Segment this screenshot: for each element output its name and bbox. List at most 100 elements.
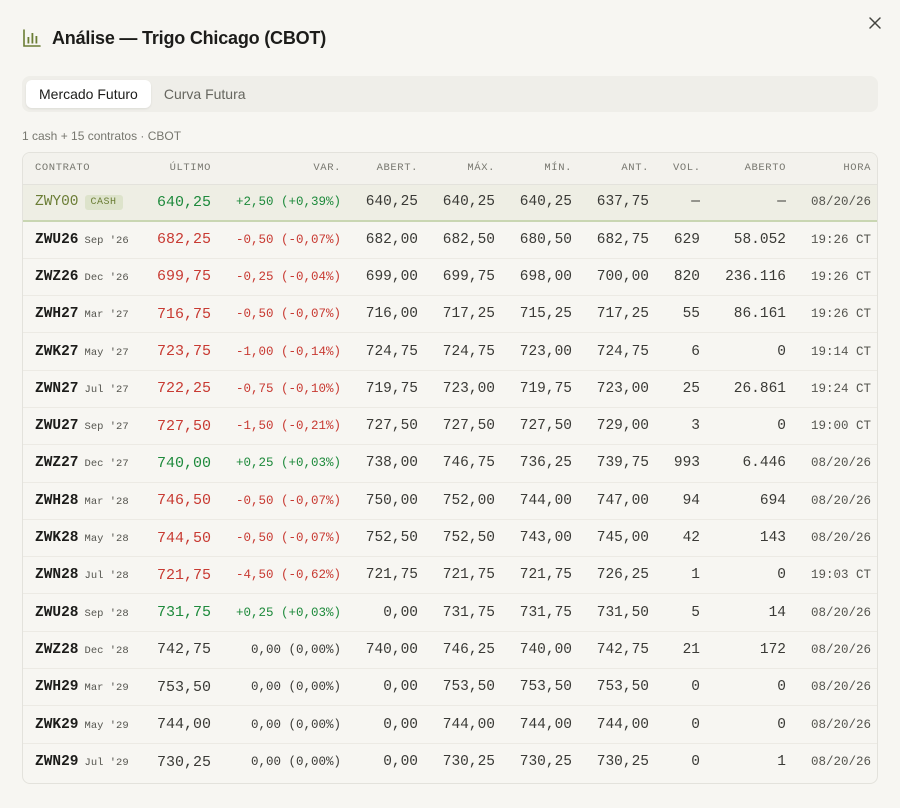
- table-row[interactable]: ZWN27 Jul '27 722,25 -0,75 (-0,10%) 719,75 72…: [23, 370, 877, 408]
- table-row[interactable]: ZWZ26 Dec '26 699,75 -0,25 (-0,04%) 699,00 69…: [23, 258, 877, 297]
- cell-contract: ZWH27 Mar '27: [23, 295, 141, 334]
- cell-high: 717,25: [430, 295, 507, 334]
- cell-low: 719,75: [507, 370, 584, 408]
- cell-change: +0,25 (+0,03%): [223, 593, 353, 632]
- tab-mercado-futuro[interactable]: Mercado Futuro: [26, 80, 151, 108]
- cell-prev: 747,00: [584, 482, 661, 520]
- cell-change: 0,00 (0,00%): [223, 705, 353, 744]
- table-row[interactable]: ZWN29 Jul '29 730,25 0,00 (0,00%) 0,00 730,25…: [23, 743, 877, 780]
- col-header-hora[interactable]: HORA: [798, 153, 877, 185]
- cell-contract: ZWK28 May '28: [23, 519, 141, 558]
- contract-month: May '27: [84, 346, 129, 359]
- cell-volume: 0: [661, 668, 712, 707]
- table-row[interactable]: ZWN28 Jul '28 721,75 -4,50 (-0,62%) 721,75 72…: [23, 556, 877, 595]
- cell-open-interest: 86.161: [712, 295, 798, 334]
- cell-open: 699,00: [353, 258, 430, 297]
- tab-curva-futura[interactable]: Curva Futura: [163, 86, 246, 102]
- cell-high: 682,50: [430, 221, 507, 259]
- cell-time: 19:03 CT: [798, 556, 877, 595]
- contract-month: Sep '28: [84, 607, 129, 620]
- cell-open-interest: 694: [712, 482, 798, 520]
- cell-low: 744,00: [507, 482, 584, 520]
- contract-code: ZWK27: [35, 343, 79, 360]
- cell-contract: ZWZ26 Dec '26: [23, 258, 141, 297]
- cell-contract: ZWU28 Sep '28: [23, 593, 141, 632]
- table-row[interactable]: ZWZ28 Dec '28 742,75 0,00 (0,00%) 740,00 746,…: [23, 631, 877, 670]
- cell-contract: ZWZ27 Dec '27: [23, 444, 141, 483]
- cell-contract: ZWN27 Jul '27: [23, 370, 141, 408]
- cell-high: 752,00: [430, 482, 507, 520]
- cell-time: 08/20/26: [798, 444, 877, 483]
- cell-last: 699,75: [141, 258, 223, 297]
- cell-low: 680,50: [507, 221, 584, 259]
- cell-open: 724,75: [353, 332, 430, 371]
- contract-code: ZWZ28: [35, 641, 79, 658]
- cell-prev: 682,75: [584, 221, 661, 259]
- table-row[interactable]: ZWK29 May '29 744,00 0,00 (0,00%) 0,00 744,00…: [23, 705, 877, 744]
- contract-code: ZWU26: [35, 231, 79, 248]
- cell-open: 750,00: [353, 482, 430, 520]
- col-header-contrato[interactable]: CONTRATO: [23, 153, 141, 185]
- table-row[interactable]: ZWZ27 Dec '27 740,00 +0,25 (+0,03%) 738,00 74…: [23, 444, 877, 483]
- col-header-ant[interactable]: ANT.: [584, 153, 661, 185]
- contract-month: May '28: [84, 533, 129, 546]
- contract-month: Mar '29: [84, 682, 129, 695]
- table-row[interactable]: ZWU26 Sep '26 682,25 -0,50 (-0,07%) 682,00 68…: [23, 221, 877, 259]
- contract-month: Sep '27: [84, 421, 129, 434]
- close-icon: [869, 17, 881, 29]
- col-header-vol[interactable]: VOL.: [661, 153, 712, 185]
- cell-volume: 0: [661, 705, 712, 744]
- table-row[interactable]: ZWH29 Mar '29 753,50 0,00 (0,00%) 0,00 753,50…: [23, 668, 877, 707]
- cell-time: 19:14 CT: [798, 332, 877, 371]
- cell-prev: 739,75: [584, 444, 661, 483]
- modal-title: Análise — Trigo Chicago (CBOT): [52, 27, 327, 48]
- contract-month: Jul '28: [84, 570, 129, 583]
- col-header-aberto[interactable]: ABERTO: [712, 153, 798, 185]
- cell-volume: 993: [661, 444, 712, 483]
- cell-open: 0,00: [353, 593, 430, 632]
- cell-prev: 745,00: [584, 519, 661, 558]
- contract-code: ZWN29: [35, 754, 79, 771]
- cell-prev: 730,25: [596, 754, 649, 771]
- cell-open: 640,25: [353, 184, 430, 222]
- cell-high: 731,75: [430, 593, 507, 632]
- col-header-var[interactable]: VAR.: [223, 153, 353, 185]
- table-row[interactable]: ZWK28 May '28 744,50 -0,50 (-0,07%) 752,50 75…: [23, 519, 877, 558]
- cell-time: 08/20/26: [798, 593, 877, 632]
- cell-open-interest: 6.446: [712, 444, 798, 483]
- table-row-cash[interactable]: ZWY00 CASH 640,25 +2,50 (+0,39%) 640,25 640,2…: [23, 184, 877, 222]
- table-row[interactable]: ZWU28 Sep '28 731,75 +0,25 (+0,03%) 0,00 731,…: [23, 593, 877, 632]
- contract-month: Mar '27: [84, 309, 129, 322]
- cell-low: 730,25: [519, 754, 572, 771]
- contract-code: ZWH27: [35, 306, 79, 323]
- cell-open-interest: 236.116: [712, 258, 798, 297]
- contract-month: May '29: [84, 719, 129, 732]
- cell-low: 744,00: [507, 705, 584, 744]
- col-header-abert[interactable]: ABERT.: [353, 153, 430, 185]
- cell-low: 731,75: [507, 593, 584, 632]
- table-row[interactable]: ZWU27 Sep '27 727,50 -1,50 (-0,21%) 727,50 72…: [23, 407, 877, 446]
- cell-contract: ZWN29 Jul '29: [23, 743, 141, 780]
- col-header-max[interactable]: MÁX.: [430, 153, 507, 185]
- cell-change: -0,50 (-0,07%): [223, 519, 353, 558]
- cell-open: 682,00: [353, 221, 430, 259]
- cell-high: 746,25: [430, 631, 507, 670]
- cell-change: 0,00 (0,00%): [250, 755, 341, 770]
- close-button[interactable]: [864, 12, 886, 34]
- cell-last: 716,75: [141, 295, 223, 334]
- cell-volume: 820: [661, 258, 712, 297]
- cell-low: 743,00: [507, 519, 584, 558]
- futures-table-container: CONTRATO ÚLTIMO VAR. ABERT. MÁX. MÍN. AN…: [22, 152, 878, 784]
- table-row[interactable]: ZWH27 Mar '27 716,75 -0,50 (-0,07%) 716,00 71…: [23, 295, 877, 334]
- cell-last: 723,75: [141, 332, 223, 371]
- table-row[interactable]: ZWH28 Mar '28 746,50 -0,50 (-0,07%) 750,00 75…: [23, 482, 877, 520]
- cell-open-interest: —: [712, 184, 798, 222]
- cell-high: 744,00: [430, 705, 507, 744]
- cell-volume: 1: [661, 556, 712, 595]
- col-header-min[interactable]: MÍN.: [507, 153, 584, 185]
- table-row[interactable]: ZWK27 May '27 723,75 -1,00 (-0,14%) 724,75 72…: [23, 332, 877, 371]
- cell-low: 736,25: [507, 444, 584, 483]
- contract-code: ZWN27: [35, 380, 79, 397]
- col-header-ultimo[interactable]: ÚLTIMO: [141, 153, 223, 185]
- contract-code: ZWK29: [35, 716, 79, 733]
